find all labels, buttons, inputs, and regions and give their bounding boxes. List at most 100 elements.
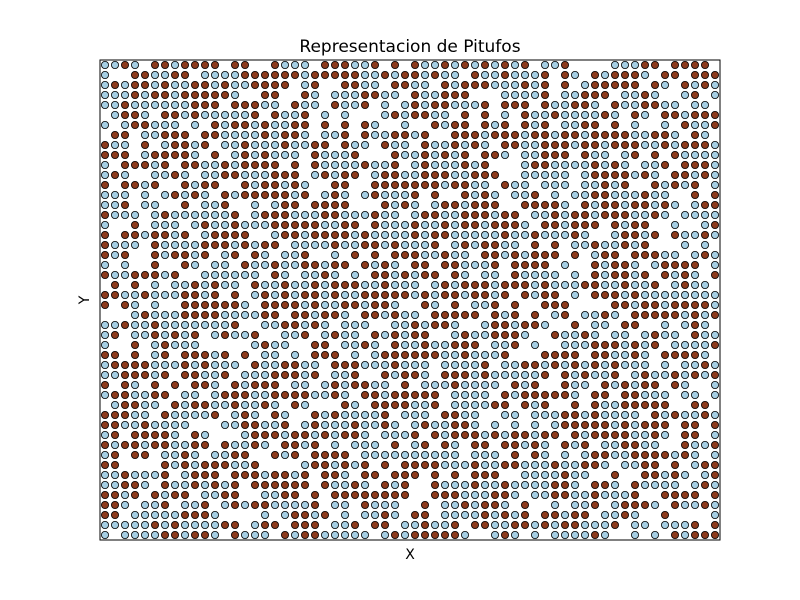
point-lightblue	[510, 71, 519, 80]
point-brown	[460, 370, 469, 379]
point-lightblue	[641, 360, 650, 369]
point-brown	[130, 220, 139, 229]
point-lightblue	[561, 360, 570, 369]
point-lightblue	[390, 480, 399, 489]
point-lightblue	[521, 470, 530, 479]
point-brown	[691, 320, 700, 329]
point-lightblue	[561, 460, 570, 469]
point-lightblue	[420, 230, 429, 239]
point-brown	[320, 140, 329, 149]
point-brown	[111, 490, 120, 499]
point-brown	[121, 390, 130, 399]
point-lightblue	[611, 350, 620, 359]
point-lightblue	[330, 91, 339, 100]
point-brown	[280, 420, 289, 429]
point-brown	[130, 71, 139, 80]
point-lightblue	[280, 430, 289, 439]
point-lightblue	[410, 280, 419, 289]
point-brown	[160, 81, 169, 90]
point-brown	[561, 390, 570, 399]
point-brown	[310, 450, 319, 459]
point-lightblue	[420, 410, 429, 419]
point-lightblue	[101, 370, 110, 379]
point-brown	[541, 150, 550, 159]
point-lightblue	[561, 180, 570, 189]
point-brown	[561, 420, 570, 429]
point-lightblue	[661, 330, 670, 339]
point-brown	[280, 320, 289, 329]
point-brown	[380, 71, 389, 80]
point-lightblue	[200, 280, 209, 289]
point-lightblue	[140, 400, 149, 409]
point-lightblue	[440, 521, 449, 530]
point-brown	[460, 430, 469, 439]
point-lightblue	[310, 101, 319, 110]
point-lightblue	[641, 111, 650, 120]
point-brown	[150, 150, 159, 159]
point-lightblue	[160, 121, 169, 130]
point-brown	[460, 420, 469, 429]
point-lightblue	[561, 210, 570, 219]
point-brown	[400, 71, 409, 80]
point-lightblue	[681, 150, 690, 159]
point-lightblue	[111, 440, 120, 449]
point-lightblue	[150, 531, 159, 540]
point-lightblue	[111, 250, 120, 259]
point-brown	[521, 111, 530, 120]
point-lightblue	[480, 130, 489, 139]
point-lightblue	[521, 370, 530, 379]
point-brown	[300, 190, 309, 199]
point-brown	[410, 390, 419, 399]
point-brown	[140, 81, 149, 90]
point-brown	[591, 91, 600, 100]
point-lightblue	[661, 370, 670, 379]
point-lightblue	[121, 121, 130, 130]
point-brown	[400, 270, 409, 279]
point-brown	[611, 130, 620, 139]
point-lightblue	[300, 270, 309, 279]
point-lightblue	[400, 410, 409, 419]
point-lightblue	[470, 410, 479, 419]
point-brown	[150, 390, 159, 399]
point-lightblue	[200, 111, 209, 120]
point-brown	[220, 91, 229, 100]
point-brown	[631, 350, 640, 359]
point-lightblue	[121, 91, 130, 100]
point-lightblue	[490, 380, 499, 389]
point-brown	[510, 250, 519, 259]
point-brown	[460, 210, 469, 219]
point-lightblue	[641, 210, 650, 219]
point-lightblue	[270, 420, 279, 429]
point-lightblue	[150, 101, 159, 110]
point-lightblue	[270, 340, 279, 349]
point-brown	[591, 121, 600, 130]
point-brown	[260, 81, 269, 90]
point-lightblue	[390, 200, 399, 209]
point-lightblue	[671, 330, 680, 339]
point-lightblue	[440, 480, 449, 489]
point-brown	[360, 230, 369, 239]
point-lightblue	[121, 240, 130, 249]
point-brown	[561, 370, 570, 379]
point-lightblue	[150, 350, 159, 359]
point-brown	[360, 390, 369, 399]
point-lightblue	[470, 260, 479, 269]
point-brown	[571, 420, 580, 429]
point-brown	[270, 410, 279, 419]
point-lightblue	[480, 350, 489, 359]
point-lightblue	[380, 380, 389, 389]
point-brown	[310, 150, 319, 159]
point-brown	[270, 91, 279, 100]
point-brown	[661, 510, 670, 519]
point-brown	[420, 510, 429, 519]
point-lightblue	[651, 170, 660, 179]
point-lightblue	[531, 150, 540, 159]
point-lightblue	[691, 440, 700, 449]
point-brown	[370, 290, 379, 299]
point-lightblue	[320, 380, 329, 389]
point-lightblue	[300, 71, 309, 80]
point-lightblue	[270, 400, 279, 409]
point-brown	[300, 330, 309, 339]
point-lightblue	[160, 250, 169, 259]
point-brown	[200, 531, 209, 540]
